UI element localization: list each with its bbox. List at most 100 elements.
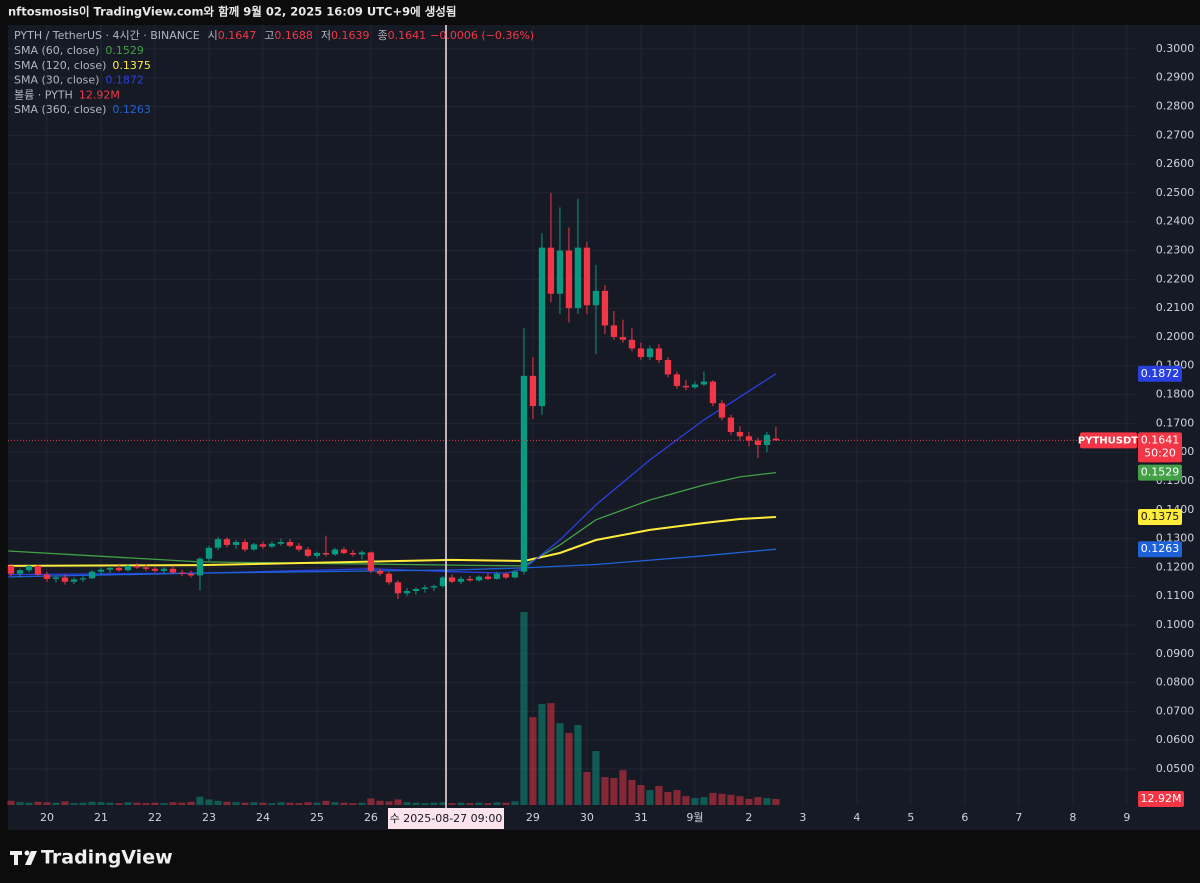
y-tick-label: 0.0800 [1156, 676, 1195, 689]
y-tick-label: 0.1000 [1156, 618, 1195, 631]
x-tick-label: 8 [1069, 811, 1076, 824]
volume-bar [358, 802, 366, 805]
volume-bar [565, 732, 573, 805]
volume-bar [754, 797, 762, 805]
volume-bar [268, 803, 276, 805]
legend-row: SMA (360, close) 0.1263 [14, 103, 151, 116]
candle-body [646, 348, 654, 358]
legend-row: SMA (60, close) 0.1529 [14, 44, 144, 57]
volume-bar [16, 802, 24, 805]
candle-body [214, 539, 222, 548]
x-tick-label: 21 [94, 811, 108, 824]
volume-bar [241, 802, 249, 805]
candle-body [754, 440, 762, 445]
volume-bar [763, 798, 771, 805]
candle-body [79, 578, 87, 580]
volume-bar [439, 802, 447, 805]
candle-body [133, 565, 141, 568]
y-tick-label: 0.1100 [1156, 589, 1195, 602]
ohlc-key: 종 [378, 29, 388, 42]
x-tick-label: 26 [364, 811, 378, 824]
volume-bar [700, 797, 708, 805]
candle-body [655, 348, 663, 360]
candle-body [412, 588, 420, 591]
candle-body [88, 571, 96, 579]
candle-body [358, 552, 366, 555]
sma-last-label-box [1138, 464, 1182, 481]
volume-bar [304, 802, 312, 805]
candle-body [313, 552, 321, 556]
candle-body [574, 247, 582, 309]
volume-bar [529, 717, 537, 805]
candle-body [637, 348, 645, 358]
volume-bar [727, 794, 735, 805]
crosshair-label: 수 2025-08-27 09:00 [390, 812, 503, 825]
candle-body [340, 549, 348, 553]
candle-body [232, 542, 240, 545]
sma-last-label-box [1138, 541, 1182, 558]
candle-body [169, 568, 177, 573]
legend-name: SMA (30, close) [14, 74, 99, 87]
volume-bar [745, 798, 753, 805]
legend-name: SMA (360, close) [14, 103, 106, 116]
volume-bar [349, 803, 357, 805]
countdown-label: 50:20 [1144, 446, 1176, 459]
candle-body [691, 384, 699, 388]
volume-bar [43, 802, 51, 805]
candle-body [610, 325, 618, 337]
sma-last-label-box [1138, 365, 1182, 382]
volume-bar [52, 802, 60, 805]
candle-body [448, 577, 456, 582]
x-tick-label: 2 [745, 811, 752, 824]
ohlc-value: 0.1639 [331, 29, 370, 42]
volume-bar [250, 802, 258, 805]
candle-body [205, 547, 213, 559]
candle-body [565, 250, 573, 309]
volume-bar [430, 802, 438, 805]
candle-body [142, 567, 150, 569]
y-tick-label: 0.0700 [1156, 704, 1195, 717]
volume-bar [457, 802, 465, 805]
x-tick-label: 4 [853, 811, 860, 824]
volume-bar [124, 802, 132, 805]
candle-body [223, 539, 231, 545]
candle-body [403, 590, 411, 594]
candle-body [475, 576, 483, 581]
candle-body [376, 570, 384, 574]
sma-last-label: 0.1529 [1141, 466, 1180, 479]
header-title: nftosmosis이 TradingView.com와 함께 9월 02, 2… [8, 5, 456, 19]
candle-body [196, 558, 204, 576]
y-tick-label: 0.1200 [1156, 560, 1195, 573]
volume-bar [25, 802, 33, 805]
y-tick-label: 0.2100 [1156, 301, 1195, 314]
y-tick-label: 0.2300 [1156, 244, 1195, 257]
volume-bar [448, 803, 456, 805]
volume-bar [322, 800, 330, 805]
candle-body [466, 578, 474, 581]
symbol-box [1080, 432, 1137, 449]
candle-body [187, 573, 195, 576]
candle-body [349, 552, 357, 555]
legend-name: 볼륨 · PYTH [14, 88, 73, 101]
candle-body [718, 403, 726, 418]
volume-bar [340, 802, 348, 805]
candle-body [295, 545, 303, 550]
x-tick-label: 22 [148, 811, 162, 824]
sma-last-label-box [1138, 508, 1182, 525]
y-tick-label: 0.2700 [1156, 128, 1195, 141]
volume-bar [646, 790, 654, 805]
volume-bar [160, 803, 168, 805]
volume-bar [385, 801, 393, 805]
legend-value: 0.1872 [105, 74, 144, 87]
y-tick-label: 0.1800 [1156, 388, 1195, 401]
volume-last-box [1138, 791, 1184, 807]
volume-bar [106, 802, 114, 805]
candle-body [583, 247, 591, 306]
candle-body [268, 543, 276, 547]
sma-last-label: 0.1872 [1141, 367, 1180, 380]
price-label: 0.1641 [1141, 433, 1180, 446]
volume-last-label: 12.92M [1141, 792, 1182, 805]
candle-body [385, 573, 393, 583]
candle-body [628, 339, 636, 349]
